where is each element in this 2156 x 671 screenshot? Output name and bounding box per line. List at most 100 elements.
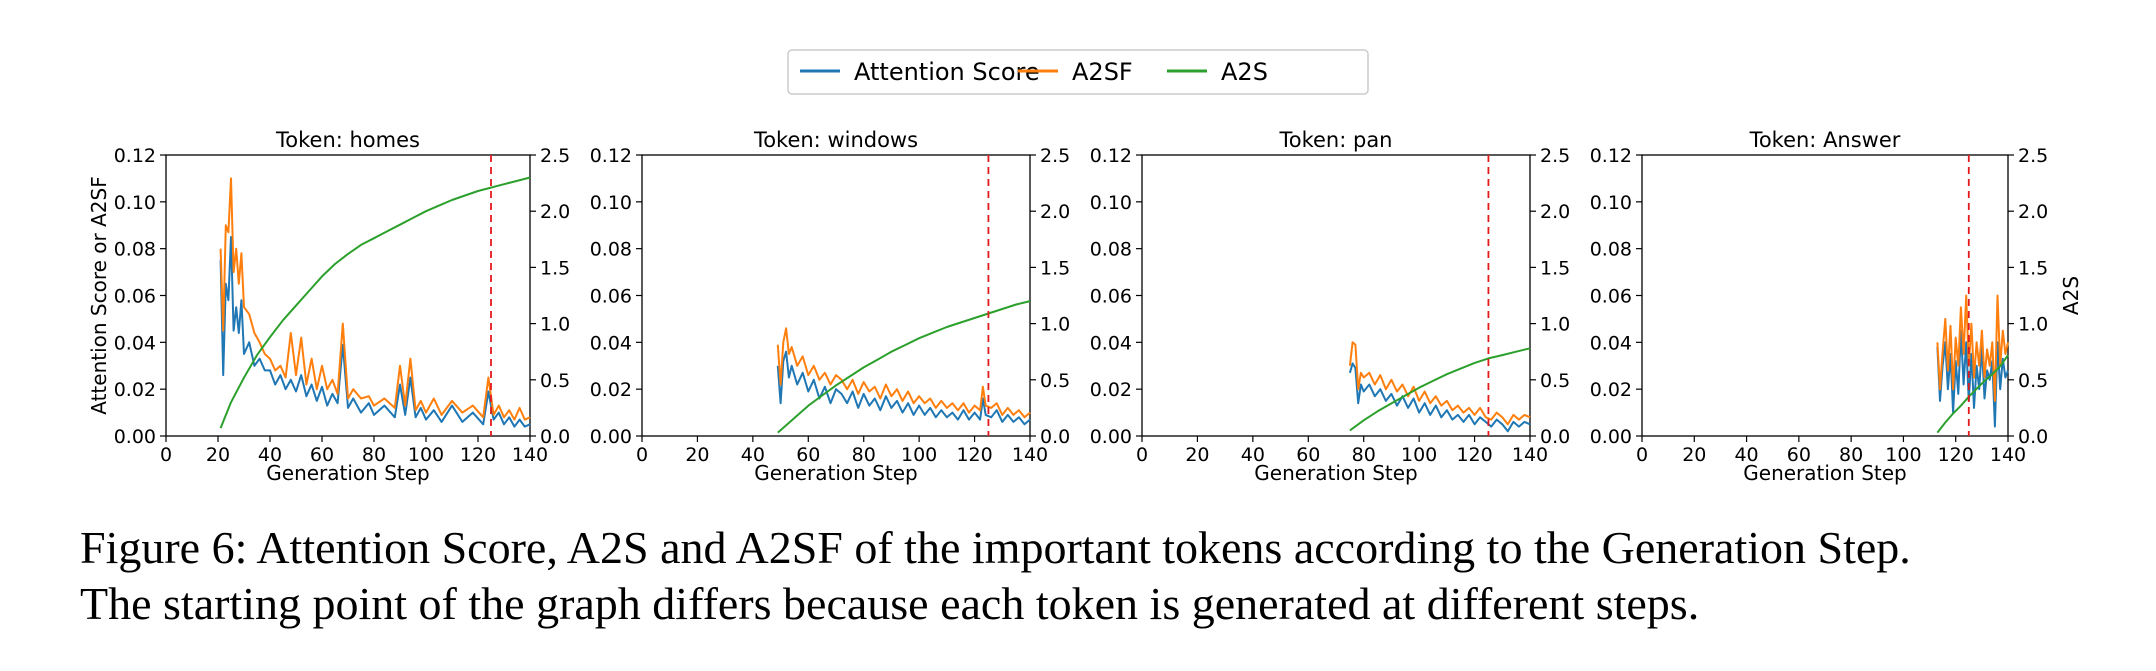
figure-caption: Figure 6: Attention Score, A2S and A2SF … xyxy=(80,520,2120,632)
x-tick-label: 60 xyxy=(310,444,334,466)
legend: Attention Score A2SF A2S xyxy=(787,49,1369,95)
x-tick-label: 100 xyxy=(1885,444,1921,466)
y-tick-label: 0.06 xyxy=(1590,286,1632,308)
y2-tick-label: 0.0 xyxy=(2018,426,2048,448)
a2s-line xyxy=(1936,354,2009,434)
caption-line-1: Figure 6: Attention Score, A2S and A2SF … xyxy=(80,522,1911,573)
y-tick-label: 0.02 xyxy=(590,379,632,401)
y2-tick-label: 0.0 xyxy=(1040,426,1070,448)
y-tick-label: 0.04 xyxy=(1090,332,1132,354)
y-tick-label: 0.10 xyxy=(1090,192,1132,214)
legend-label: A2SF xyxy=(1072,58,1133,86)
x-axis-label: Generation Step xyxy=(266,461,429,485)
y2-tick-label: 2.5 xyxy=(1540,145,1570,167)
y2-tick-label: 2.0 xyxy=(1540,201,1570,223)
x-tick-label: 140 xyxy=(1012,444,1048,466)
x-tick-label: 0 xyxy=(160,444,172,466)
x-tick-label: 120 xyxy=(1456,444,1492,466)
y-tick-label: 0.04 xyxy=(590,332,632,354)
chart-title: Token: Answer xyxy=(1749,128,1901,152)
y-tick-label: 0.04 xyxy=(1590,332,1632,354)
y2-tick-label: 2.0 xyxy=(2018,201,2048,223)
x-tick-label: 40 xyxy=(1734,444,1758,466)
x-tick-label: 0 xyxy=(1636,444,1648,466)
chart-panel: Token: homes 0 20 40 60 80 100 120 140 0.00 0.02 0.… xyxy=(87,128,570,485)
y-tick-label: 0.08 xyxy=(114,239,156,261)
y2-tick-label: 1.0 xyxy=(540,314,570,336)
x-tick-label: 20 xyxy=(685,444,709,466)
y2-tick-label: 2.5 xyxy=(540,145,570,167)
x-tick-label: 140 xyxy=(512,444,548,466)
y-tick-label: 0.12 xyxy=(114,145,156,167)
y-tick-label: 0.06 xyxy=(1090,286,1132,308)
y-tick-label: 0.08 xyxy=(1590,239,1632,261)
y-tick-label: 0.00 xyxy=(590,426,632,448)
x-tick-label: 20 xyxy=(1185,444,1209,466)
x-tick-label: 40 xyxy=(258,444,282,466)
y2-tick-label: 1.0 xyxy=(1540,314,1570,336)
y2-tick-label: 0.5 xyxy=(540,370,570,392)
x-axis-label: Generation Step xyxy=(1743,461,1906,485)
x-axis-label: Generation Step xyxy=(1254,461,1417,485)
y-tick-label: 0.08 xyxy=(590,239,632,261)
chart-panel: Token: pan 0 20 40 60 80 100 120 140 0.00 0.02 0.04… xyxy=(1090,128,1571,485)
x-tick-label: 140 xyxy=(1990,444,2026,466)
x-tick-label: 80 xyxy=(1839,444,1863,466)
y2-tick-label: 0.5 xyxy=(1540,370,1570,392)
legend-label: Attention Score xyxy=(854,58,1040,86)
x-tick-label: 80 xyxy=(852,444,876,466)
x-tick-label: 100 xyxy=(901,444,937,466)
y2-tick-label: 1.5 xyxy=(1040,257,1070,279)
y-tick-label: 0.10 xyxy=(590,192,632,214)
y2-tick-label: 0.5 xyxy=(1040,370,1070,392)
y2-tick-label: 0.0 xyxy=(540,426,570,448)
y-tick-label: 0.02 xyxy=(1590,379,1632,401)
y-tick-label: 0.06 xyxy=(114,286,156,308)
x-tick-label: 20 xyxy=(1682,444,1706,466)
x-tick-label: 0 xyxy=(636,444,648,466)
x-tick-label: 60 xyxy=(1296,444,1320,466)
y2-axis-label: A2S xyxy=(2059,276,2083,315)
a2s-line xyxy=(219,176,531,429)
y-tick-label: 0.12 xyxy=(1090,145,1132,167)
a2sf-line xyxy=(219,177,531,421)
y2-tick-label: 2.0 xyxy=(540,201,570,223)
attention-score-line xyxy=(1348,362,1531,433)
y2-tick-label: 2.0 xyxy=(1040,201,1070,223)
plot-frame xyxy=(1141,154,1531,437)
x-tick-label: 80 xyxy=(362,444,386,466)
y2-tick-label: 1.5 xyxy=(2018,257,2048,279)
y-tick-label: 0.00 xyxy=(1090,426,1132,448)
y-axis-label: Attention Score or A2SF xyxy=(87,176,111,414)
a2s-line xyxy=(1349,347,1531,432)
x-tick-label: 80 xyxy=(1352,444,1376,466)
y2-tick-label: 2.5 xyxy=(2018,145,2048,167)
y2-tick-label: 2.5 xyxy=(1040,145,1070,167)
x-tick-label: 40 xyxy=(741,444,765,466)
y-tick-label: 0.06 xyxy=(590,286,632,308)
x-tick-label: 20 xyxy=(206,444,230,466)
y2-tick-label: 1.5 xyxy=(1540,257,1570,279)
y2-tick-label: 1.0 xyxy=(2018,314,2048,336)
x-axis-label: Generation Step xyxy=(754,461,917,485)
x-tick-label: 0 xyxy=(1136,444,1148,466)
x-tick-label: 100 xyxy=(1401,444,1437,466)
y2-tick-label: 0.5 xyxy=(2018,370,2048,392)
y-tick-label: 0.08 xyxy=(1090,239,1132,261)
legend-frame xyxy=(787,49,1369,95)
y-tick-label: 0.04 xyxy=(114,332,156,354)
y-tick-label: 0.02 xyxy=(1090,379,1132,401)
x-tick-label: 140 xyxy=(1512,444,1548,466)
y-tick-label: 0.00 xyxy=(114,426,156,448)
attention-score-line xyxy=(776,350,1031,426)
plot-frame xyxy=(641,154,1031,437)
a2sf-line xyxy=(776,327,1031,419)
a2sf-line xyxy=(1936,294,2009,402)
a2s-line xyxy=(777,300,1031,434)
chart-panel: Token: Answer 0 20 40 60 80 100 120 140 0.00 0.02 0… xyxy=(1590,128,2083,485)
chart-title: Token: windows xyxy=(753,128,918,152)
y-tick-label: 0.02 xyxy=(114,379,156,401)
